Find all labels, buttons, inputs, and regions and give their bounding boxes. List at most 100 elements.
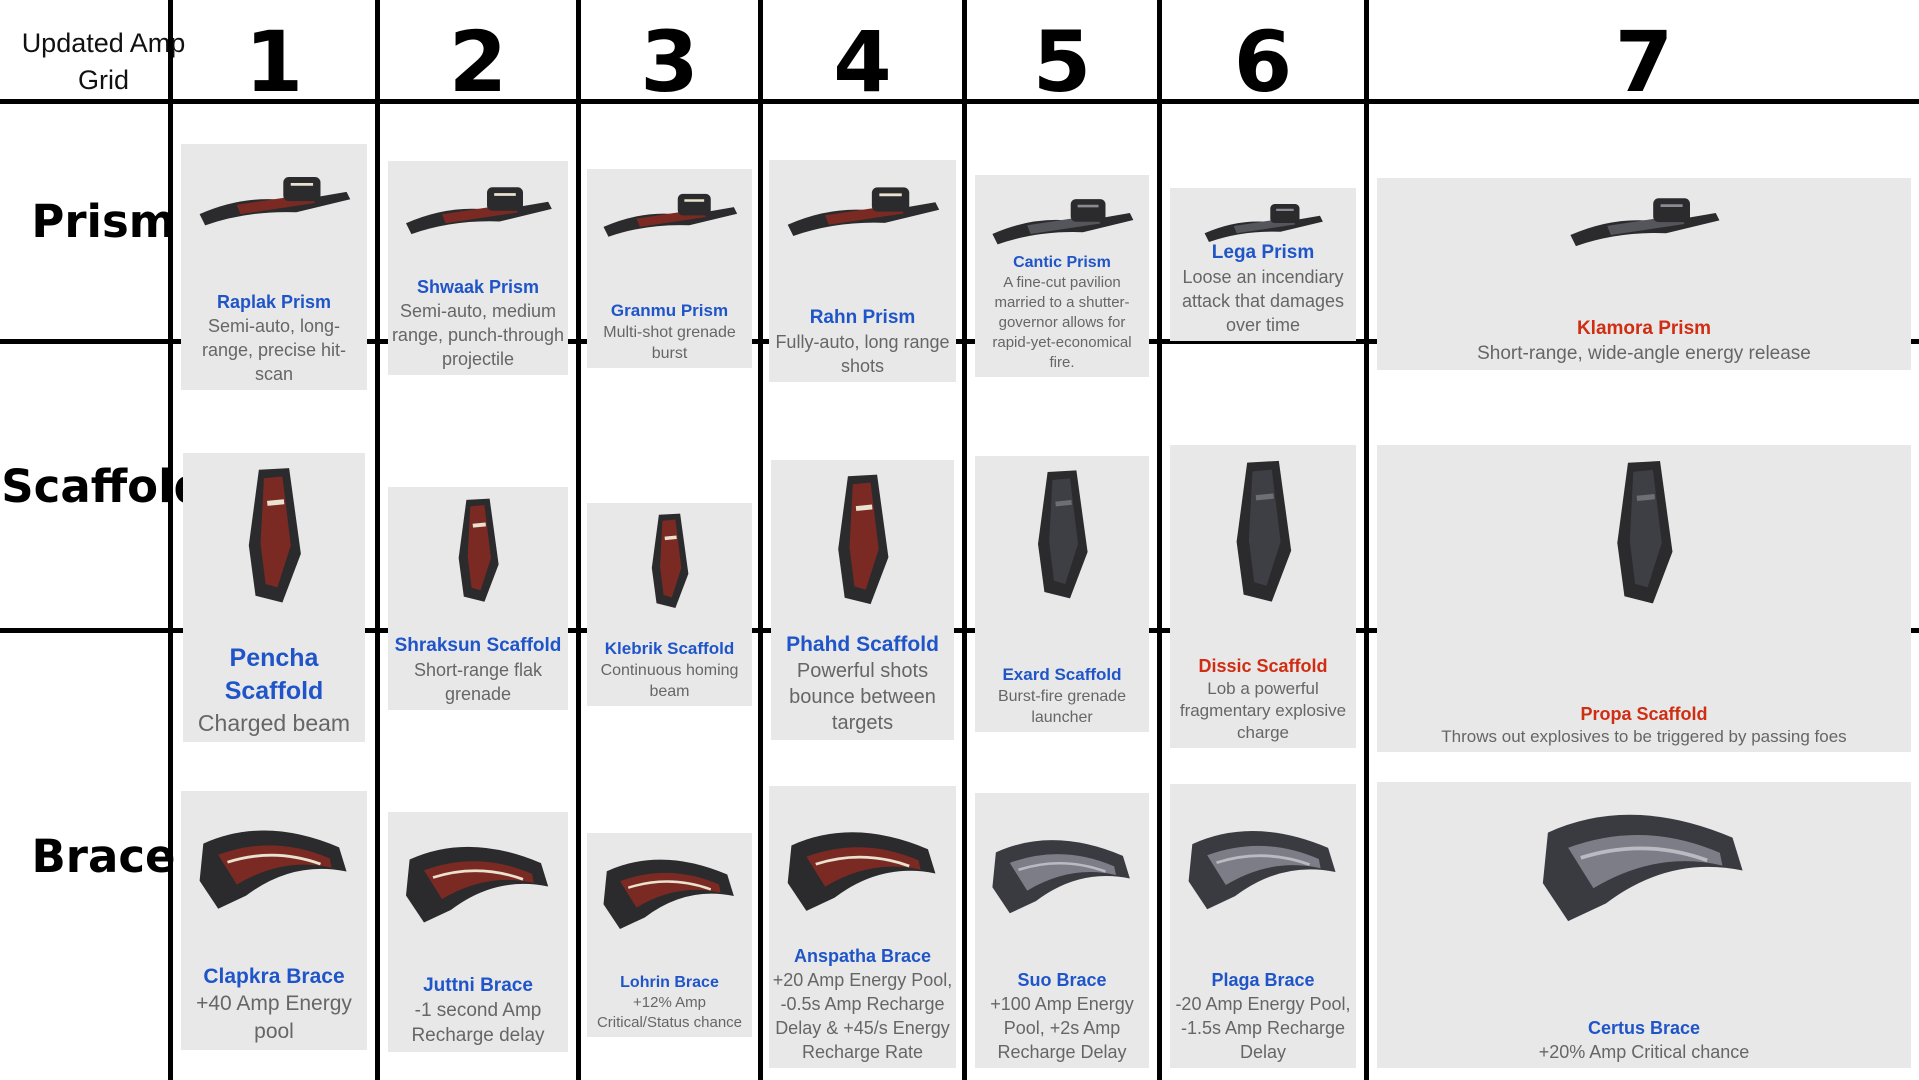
- phahd-scaffold-icon: [771, 460, 954, 622]
- granmu-prism-icon: [587, 169, 752, 265]
- card-text: Granmu Prism Multi-shot grenade burst: [587, 300, 752, 368]
- card-name: Clapkra Brace: [203, 965, 345, 988]
- card-name: Rahn Prism: [809, 307, 916, 328]
- card-text: Klebrik Scaffold Continuous homing beam: [587, 638, 752, 706]
- rahn-prism-icon: [769, 160, 956, 267]
- exard-scaffold-icon: [975, 456, 1149, 616]
- exard-scaffold-card[interactable]: Exard Scaffold Burst-fire grenade launche…: [975, 456, 1149, 732]
- card-name: Dissic Scaffold: [1198, 656, 1328, 676]
- anspatha-brace-card[interactable]: Anspatha Brace +20 Amp Energy Pool, -0.5s…: [769, 786, 956, 1068]
- grid-vertical-line: [962, 0, 967, 1080]
- klamora-prism-icon: [1377, 178, 1911, 270]
- column-header: 3: [640, 13, 699, 111]
- card-name: Granmu Prism: [610, 301, 729, 320]
- grid-horizontal-line: [0, 339, 1919, 344]
- granmu-prism-card[interactable]: Granmu Prism Multi-shot grenade burst: [587, 169, 752, 368]
- suo-brace-card[interactable]: Suo Brace +100 Amp Energy Pool, +2s Amp R…: [975, 793, 1149, 1068]
- clapkra-brace-card[interactable]: Clapkra Brace +40 Amp Energy pool: [181, 791, 367, 1050]
- column-header: 1: [244, 13, 304, 111]
- pencha-scaffold-card[interactable]: Pencha Scaffold Charged beam: [183, 453, 365, 742]
- certus-brace-card[interactable]: Certus Brace +20% Amp Critical chance: [1377, 782, 1911, 1068]
- grid-vertical-line: [576, 0, 581, 1080]
- card-name: Certus Brace: [1587, 1018, 1701, 1038]
- lega-prism-card[interactable]: Lega Prism Loose an incendiary attack tha…: [1170, 188, 1356, 341]
- row-header: Scaffold: [1, 459, 206, 513]
- card-description: Powerful shots bounce between targets: [789, 660, 936, 734]
- card-text: Phahd Scaffold Powerful shots bounce betw…: [771, 631, 954, 740]
- card-name: Suo Brace: [1017, 970, 1107, 990]
- row-header: Brace: [31, 830, 176, 883]
- card-description: -20 Amp Energy Pool, -1.5s Amp Recharge …: [1175, 994, 1351, 1062]
- card-text: Lega Prism Loose an incendiary attack tha…: [1170, 240, 1356, 341]
- shraksun-scaffold-icon: [388, 487, 568, 616]
- card-text: Clapkra Brace +40 Amp Energy pool: [181, 963, 367, 1050]
- phahd-scaffold-card[interactable]: Phahd Scaffold Powerful shots bounce betw…: [771, 460, 954, 740]
- card-description: Burst-fire grenade launcher: [997, 688, 1127, 726]
- card-name: Lega Prism: [1211, 242, 1315, 263]
- card-name: Lohrin Brace: [620, 974, 719, 991]
- plaga-brace-icon: [1170, 784, 1356, 960]
- dissic-scaffold-icon: [1170, 445, 1356, 621]
- card-name: Plaga Brace: [1211, 970, 1315, 990]
- klamora-prism-card[interactable]: Klamora Prism Short-range, wide-angle ene…: [1377, 178, 1911, 370]
- certus-brace-icon: [1377, 782, 1911, 959]
- card-text: Raplak Prism Semi-auto, long-range, preci…: [181, 291, 367, 390]
- card-text: Plaga Brace -20 Amp Energy Pool, -1.5s Am…: [1170, 969, 1356, 1068]
- column-header: 6: [1233, 13, 1293, 111]
- grid-horizontal-line: [0, 628, 1919, 633]
- card-name: Shraksun Scaffold: [394, 635, 562, 656]
- column-header: 7: [1614, 13, 1674, 111]
- propa-scaffold-card[interactable]: Propa Scaffold Throws out explosives to b…: [1377, 445, 1911, 752]
- corner-label: Updated Amp Grid: [21, 28, 186, 95]
- cantic-prism-card[interactable]: Cantic Prism A fine-cut pavilion married …: [975, 175, 1149, 377]
- rahn-prism-card[interactable]: Rahn Prism Fully-auto, long range shots: [769, 160, 956, 382]
- juttni-brace-card[interactable]: Juttni Brace -1 second Amp Recharge delay: [388, 812, 568, 1052]
- grid-vertical-line: [758, 0, 763, 1080]
- card-text: Lohrin Brace +12% Amp Critical/Status cha…: [587, 972, 752, 1037]
- lohrin-brace-icon: [587, 833, 752, 959]
- lohrin-brace-card[interactable]: Lohrin Brace +12% Amp Critical/Status cha…: [587, 833, 752, 1037]
- grid-vertical-line: [1364, 0, 1369, 1080]
- plaga-brace-card[interactable]: Plaga Brace -20 Amp Energy Pool, -1.5s Am…: [1170, 784, 1356, 1068]
- card-name: Pencha Scaffold: [224, 644, 324, 705]
- card-description: +100 Amp Energy Pool, +2s Amp Recharge D…: [990, 994, 1134, 1062]
- card-name: Raplak Prism: [216, 292, 332, 312]
- card-description: Continuous homing beam: [600, 662, 739, 700]
- card-text: Suo Brace +100 Amp Energy Pool, +2s Amp R…: [975, 969, 1149, 1068]
- card-description: Semi-auto, long-range, precise hit-scan: [201, 316, 347, 384]
- card-name: Propa Scaffold: [1580, 704, 1708, 724]
- dissic-scaffold-card[interactable]: Dissic Scaffold Lob a powerful fragmentar…: [1170, 445, 1356, 748]
- column-header: 2: [448, 13, 508, 111]
- card-description: Charged beam: [197, 710, 351, 736]
- card-text: Anspatha Brace +20 Amp Energy Pool, -0.5s…: [769, 945, 956, 1068]
- column-header: 4: [833, 13, 892, 111]
- card-description: Semi-auto, medium range, punch-through p…: [391, 301, 565, 369]
- suo-brace-icon: [975, 793, 1149, 964]
- card-description: +20% Amp Critical chance: [1538, 1042, 1750, 1062]
- cantic-prism-icon: [975, 175, 1149, 272]
- klebrik-scaffold-card[interactable]: Klebrik Scaffold Continuous homing beam: [587, 503, 752, 706]
- card-description: -1 second Amp Recharge delay: [411, 1000, 545, 1046]
- card-text: Dissic Scaffold Lob a powerful fragmentar…: [1170, 655, 1356, 748]
- row-header: Prism: [31, 195, 176, 248]
- lega-prism-icon: [1170, 188, 1356, 261]
- anspatha-brace-icon: [769, 786, 956, 961]
- shwaak-prism-card[interactable]: Shwaak Prism Semi-auto, medium range, pun…: [388, 161, 568, 375]
- raplak-prism-card[interactable]: Raplak Prism Semi-auto, long-range, preci…: [181, 144, 367, 390]
- grid-horizontal-line: [0, 99, 1919, 104]
- card-text: Rahn Prism Fully-auto, long range shots: [769, 305, 956, 382]
- card-description: Short-range flak grenade: [413, 660, 543, 704]
- shwaak-prism-icon: [388, 161, 568, 264]
- card-description: +40 Amp Energy pool: [196, 992, 352, 1043]
- clapkra-brace-icon: [181, 791, 367, 952]
- shraksun-scaffold-card[interactable]: Shraksun Scaffold Short-range flak grenad…: [388, 487, 568, 710]
- pencha-scaffold-icon: [183, 453, 365, 621]
- raplak-prism-icon: [181, 144, 367, 262]
- card-text: Juttni Brace -1 second Amp Recharge delay: [388, 973, 568, 1052]
- card-description: A fine-cut pavilion married to a shutter…: [992, 274, 1132, 371]
- klebrik-scaffold-icon: [587, 503, 752, 621]
- card-text: Shwaak Prism Semi-auto, medium range, pun…: [388, 276, 568, 375]
- card-text: Pencha Scaffold Charged beam: [183, 642, 365, 742]
- card-text: Shraksun Scaffold Short-range flak grenad…: [388, 633, 568, 710]
- juttni-brace-icon: [388, 812, 568, 961]
